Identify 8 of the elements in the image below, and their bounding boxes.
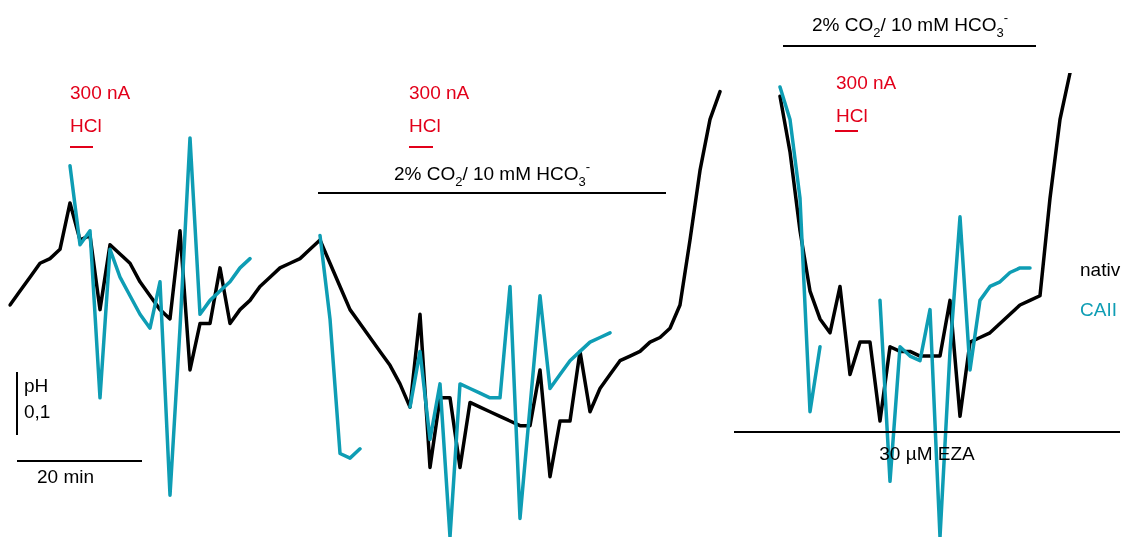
text: nativ [1080, 259, 1121, 280]
annotation: 300 nA HCl [836, 72, 897, 126]
annotation: 300 nA HCl [409, 82, 470, 136]
annotation: pH [24, 375, 49, 396]
text: CAII [1080, 299, 1117, 320]
annotation: 20 min [37, 466, 95, 487]
annotation: 0,1 [24, 401, 51, 422]
annotation: 300 nA HCl [70, 82, 131, 136]
